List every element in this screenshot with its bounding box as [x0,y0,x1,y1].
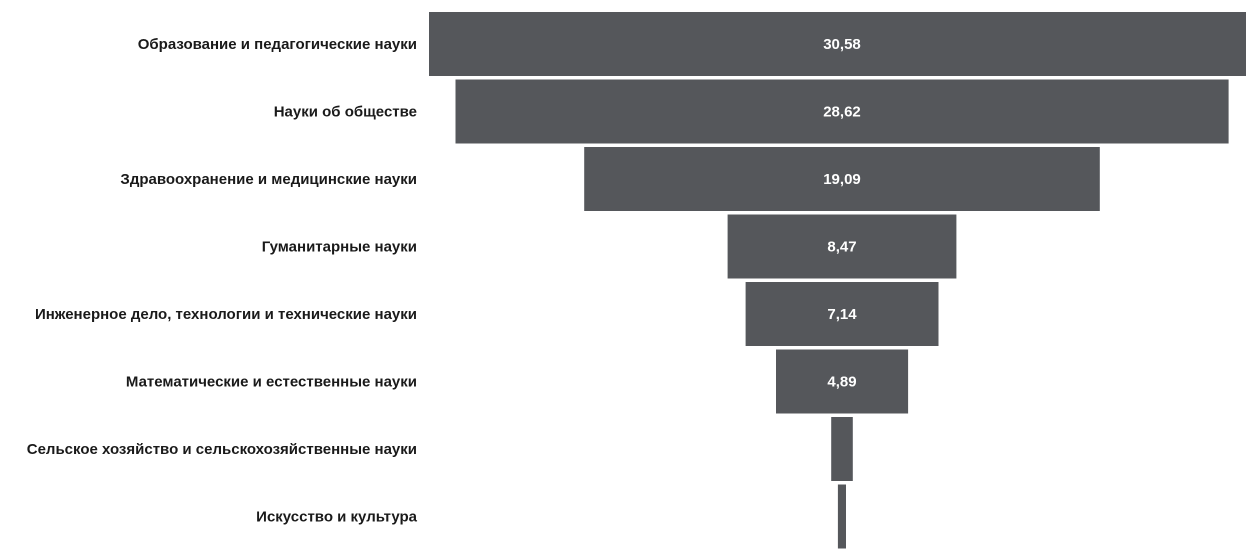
category-label: Образование и педагогические науки [138,36,417,53]
funnel-bar [727,214,957,279]
funnel-bar [429,12,1246,76]
data-label: 19,09 [823,171,861,188]
data-label: 4,89 [827,374,856,391]
category-label: Математические и естественные науки [126,374,417,391]
category-label: Инженерное дело, технологии и технически… [35,306,417,323]
category-label: Гуманитарные науки [262,239,417,256]
data-label: 8,47 [827,239,856,256]
category-label: Здравоохранение и медицинские науки [120,171,417,188]
data-label: 7,14 [827,306,857,323]
funnel-bar [745,282,939,346]
funnel-bar [831,417,853,481]
category-labels: Образование и педагогические науки Науки … [27,36,418,526]
funnel-bar [455,79,1229,144]
category-label: Сельское хозяйство и сельскохозяйственны… [27,441,417,458]
category-label: Искусство и культура [256,509,417,526]
data-label: 30,58 [823,36,861,53]
data-label: 28,62 [823,104,861,121]
funnel-bar [776,349,909,414]
category-label: Науки об обществе [274,104,417,121]
funnel-bars [429,12,1246,549]
value-labels: 30,58 28,62 19,09 8,47 7,14 4,89 [823,36,861,391]
funnel-bar [837,484,846,549]
funnel-bar [584,147,1100,211]
